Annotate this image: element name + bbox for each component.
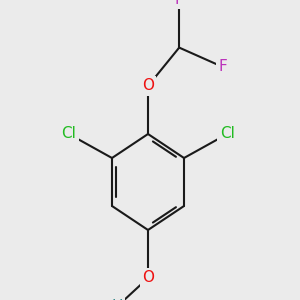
- Text: F: F: [175, 0, 184, 7]
- Text: Cl: Cl: [220, 127, 235, 142]
- Text: O: O: [142, 271, 154, 286]
- Text: Cl: Cl: [61, 127, 76, 142]
- Text: F: F: [218, 59, 227, 74]
- Text: H: H: [111, 299, 123, 300]
- Text: O: O: [142, 79, 154, 94]
